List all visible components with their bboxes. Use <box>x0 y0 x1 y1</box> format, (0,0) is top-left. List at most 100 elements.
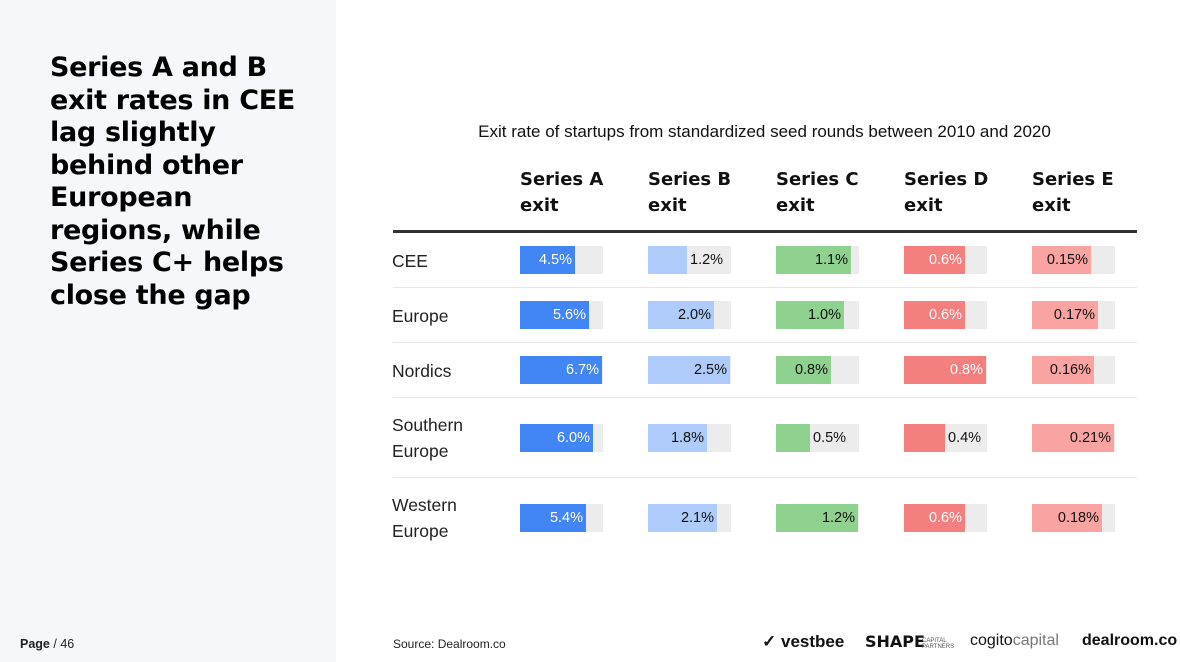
bar-track: 0.21% <box>1032 424 1115 452</box>
column-header-line2: exit <box>904 195 943 216</box>
header-rule <box>393 230 1137 233</box>
data-label: 6.0% <box>556 430 590 446</box>
data-label: 0.6% <box>928 252 962 268</box>
source-note: Source: Dealroom.co <box>393 637 506 651</box>
row-label-line1: Western <box>392 495 457 515</box>
bar-track: 1.8% <box>648 424 731 452</box>
shape-logo-sub2: PARTNERS <box>922 644 955 650</box>
bar <box>904 356 986 384</box>
row-divider <box>393 397 1137 398</box>
bar <box>904 504 965 532</box>
data-label: 2.1% <box>680 510 714 526</box>
column-header-line2: exit <box>776 195 815 216</box>
row-label: Western Europe <box>392 492 512 544</box>
row-divider <box>393 477 1137 478</box>
bar-track: 2.5% <box>648 356 731 384</box>
bar <box>904 424 945 452</box>
column-header: Series C exit <box>776 167 896 219</box>
bar-track: 0.6% <box>904 504 987 532</box>
bar-track: 0.6% <box>904 301 987 329</box>
cogito-logo-text: cogito <box>970 632 1013 649</box>
data-label: 0.15% <box>1046 252 1088 268</box>
data-label: 5.6% <box>552 307 586 323</box>
bar <box>648 356 730 384</box>
row-label-line1: Europe <box>392 306 449 326</box>
bar <box>776 504 858 532</box>
data-label: 0.8% <box>794 362 828 378</box>
data-label: 0.21% <box>1069 430 1111 446</box>
bar <box>520 504 586 532</box>
bar-track: 0.16% <box>1032 356 1115 384</box>
bar-track: 1.0% <box>776 301 859 329</box>
row-label: Southern Europe <box>392 412 512 464</box>
data-label: 5.4% <box>549 510 583 526</box>
data-label: 1.2% <box>690 252 724 268</box>
data-label: 0.4% <box>948 430 982 446</box>
bar-track: 2.0% <box>648 301 731 329</box>
bar <box>648 246 687 274</box>
bar <box>1032 356 1094 384</box>
column-header: Series D exit <box>904 167 1024 219</box>
vestbee-logo-text: vestbee <box>780 632 845 651</box>
bar <box>1032 301 1098 329</box>
page-number: Page / 46 <box>20 637 74 651</box>
bar <box>520 424 593 452</box>
chart-title: Exit rate of startups from standardized … <box>478 122 1051 141</box>
data-label: 0.8% <box>949 362 983 378</box>
left-panel <box>0 0 336 662</box>
bar <box>776 424 810 452</box>
row-label-line1: CEE <box>392 251 428 271</box>
data-label: 2.5% <box>693 362 727 378</box>
bar <box>648 301 714 329</box>
row-label-line1: Southern <box>392 415 464 435</box>
column-header-line1: Series B <box>648 169 732 190</box>
bar <box>648 424 707 452</box>
bar <box>776 246 851 274</box>
column-header-line1: Series E <box>1032 169 1114 190</box>
row-label-line1: Nordics <box>392 361 452 381</box>
bar <box>520 301 589 329</box>
bar-track: 1.2% <box>648 246 731 274</box>
column-header-line2: exit <box>1032 195 1071 216</box>
bar-track: 0.8% <box>904 356 987 384</box>
column-header-line1: Series D <box>904 169 989 190</box>
data-label: 0.17% <box>1053 307 1095 323</box>
capital-logo-text: capital <box>1012 632 1059 649</box>
vestbee-mark-icon: ✓ <box>762 632 777 651</box>
column-header-line2: exit <box>520 195 559 216</box>
bar <box>776 301 844 329</box>
shape-logo-sub1: CAPITAL <box>922 638 947 644</box>
bar-track: 0.15% <box>1032 246 1115 274</box>
bar-track: 0.8% <box>776 356 859 384</box>
page-label: Page <box>20 637 50 651</box>
shape-logo-sub: CAPITAL PARTNERS <box>922 638 954 650</box>
data-label: 0.5% <box>813 430 847 446</box>
column-header: Series B exit <box>648 167 768 219</box>
row-divider <box>393 287 1137 288</box>
bar-track: 0.5% <box>776 424 859 452</box>
row-label: CEE <box>392 248 512 274</box>
bar-track: 0.4% <box>904 424 987 452</box>
column-header: Series E exit <box>1032 167 1152 219</box>
row-divider <box>393 342 1137 343</box>
bar <box>904 301 965 329</box>
data-label: 2.0% <box>677 307 711 323</box>
bar <box>776 356 831 384</box>
data-label: 0.18% <box>1057 510 1099 526</box>
row-label-line2: Europe <box>392 441 449 461</box>
data-label: 0.6% <box>928 307 962 323</box>
data-label: 1.1% <box>814 252 848 268</box>
shape-logo: SHAPE <box>865 632 925 651</box>
bar-track: 4.5% <box>520 246 603 274</box>
column-header: Series A exit <box>520 167 640 219</box>
data-label: 4.5% <box>538 252 572 268</box>
data-label: 1.0% <box>807 307 841 323</box>
data-label: 0.16% <box>1049 362 1091 378</box>
data-label: 1.8% <box>670 430 704 446</box>
column-header-line1: Series A <box>520 169 604 190</box>
column-header-line2: exit <box>648 195 687 216</box>
column-header-line1: Series C <box>776 169 859 190</box>
bar <box>1032 424 1114 452</box>
bar-track: 5.4% <box>520 504 603 532</box>
bar-track: 6.7% <box>520 356 603 384</box>
